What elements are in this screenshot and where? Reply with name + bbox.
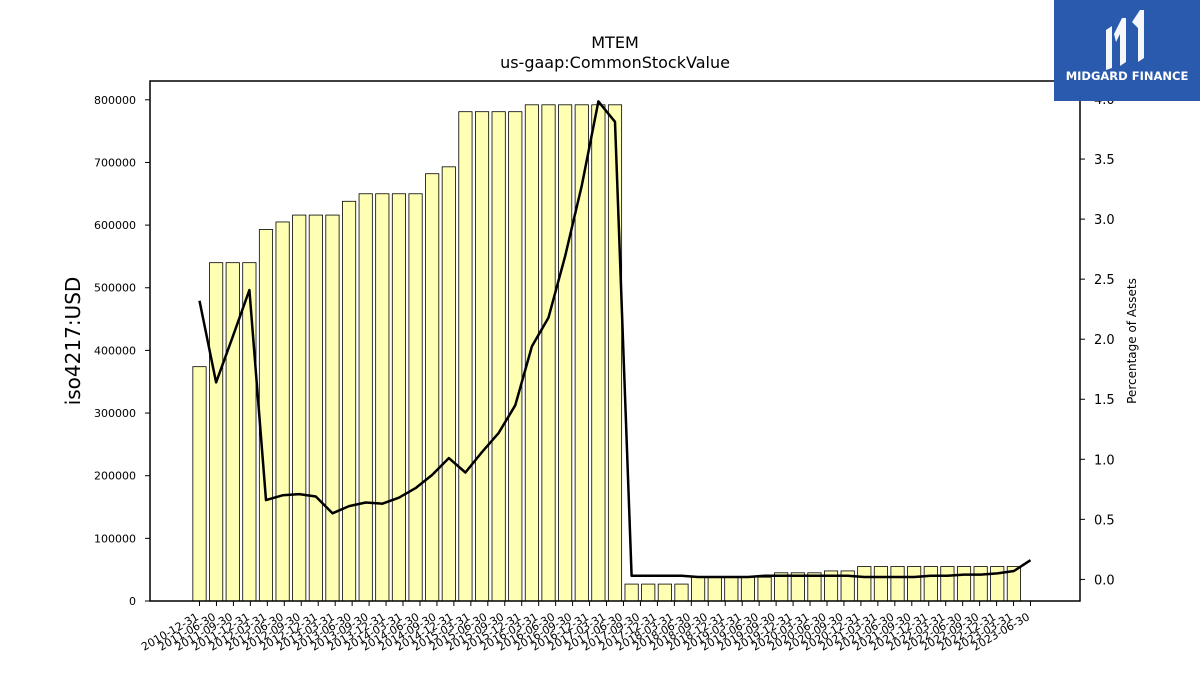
y2-tick-label: 0.0 [1094,573,1115,588]
bar [691,576,706,602]
y2-axis-ticks: 0.00.51.01.52.02.53.03.54.0 [1080,93,1115,588]
bar [524,104,539,602]
bar [607,104,623,602]
bar [541,104,556,602]
bar [757,576,772,602]
bar [441,166,456,602]
bar [242,262,257,602]
y-tick-label: 400000 [94,344,136,357]
bar [907,566,922,602]
x-axis-ticks: 2010-12-312011-06-302011-09-302011-12-31… [139,601,1032,654]
bar [574,104,589,602]
chart-subtitle: us-gaap:CommonStockValue [500,53,730,72]
bar [940,566,955,602]
y-tick-label: 200000 [94,470,136,483]
bar [707,576,722,602]
bar [491,111,506,602]
y-tick-label: 0 [129,595,136,608]
percentage-line-layer [198,100,1032,579]
bar [956,566,972,602]
y2-tick-label: 0.5 [1094,513,1115,528]
bar [724,576,739,602]
y-axis-label: iso4217:USD [61,277,85,406]
y-tick-label: 100000 [94,532,136,545]
bar [308,214,323,602]
bar [508,111,523,602]
bar [358,193,373,602]
bar [391,193,406,602]
bar [474,111,490,602]
bar [458,111,473,602]
percentage-line [198,100,1032,579]
bar [657,583,672,602]
bar [375,193,390,602]
y2-tick-label: 1.0 [1094,453,1115,468]
bar-series [192,104,1021,602]
logo-text: MIDGARD FINANCE [1065,69,1189,83]
y-tick-label: 700000 [94,156,136,169]
bar [624,583,639,602]
y2-tick-label: 3.5 [1094,153,1115,168]
bar [425,173,440,602]
y2-tick-label: 3.0 [1094,213,1115,228]
logo-mark [1054,0,1200,101]
logo: MIDGARD FINANCE [1054,0,1200,101]
plot-frame [149,80,1081,602]
bar [225,262,240,602]
bar [591,104,606,602]
bar [873,566,888,602]
bar [857,566,872,602]
bar [275,221,290,602]
bar [641,583,656,602]
y-tick-label: 800000 [94,94,136,107]
bar [325,214,340,602]
y-axis-ticks: 0 100000 200000 300000 400000 500000 600000 700… [94,94,150,608]
y-tick-label: 500000 [94,282,136,295]
y2-tick-label: 1.5 [1094,393,1115,408]
bar [923,566,938,602]
bar [408,193,423,602]
bar [209,262,224,602]
bar [740,576,756,602]
bar [558,104,573,602]
y-tick-label: 300000 [94,407,136,420]
bar [192,366,207,602]
y2-tick-label: 2.0 [1094,333,1115,348]
bar [258,229,274,602]
y2-axis-label: Percentage of Assets [1125,278,1139,404]
y2-tick-label: 2.5 [1094,273,1115,288]
bar [674,583,689,602]
y-tick-label: 600000 [94,219,136,232]
bar [292,214,307,602]
bar [342,200,357,602]
chart-title: MTEM [591,33,639,52]
bar [890,566,905,602]
bar [973,566,988,602]
